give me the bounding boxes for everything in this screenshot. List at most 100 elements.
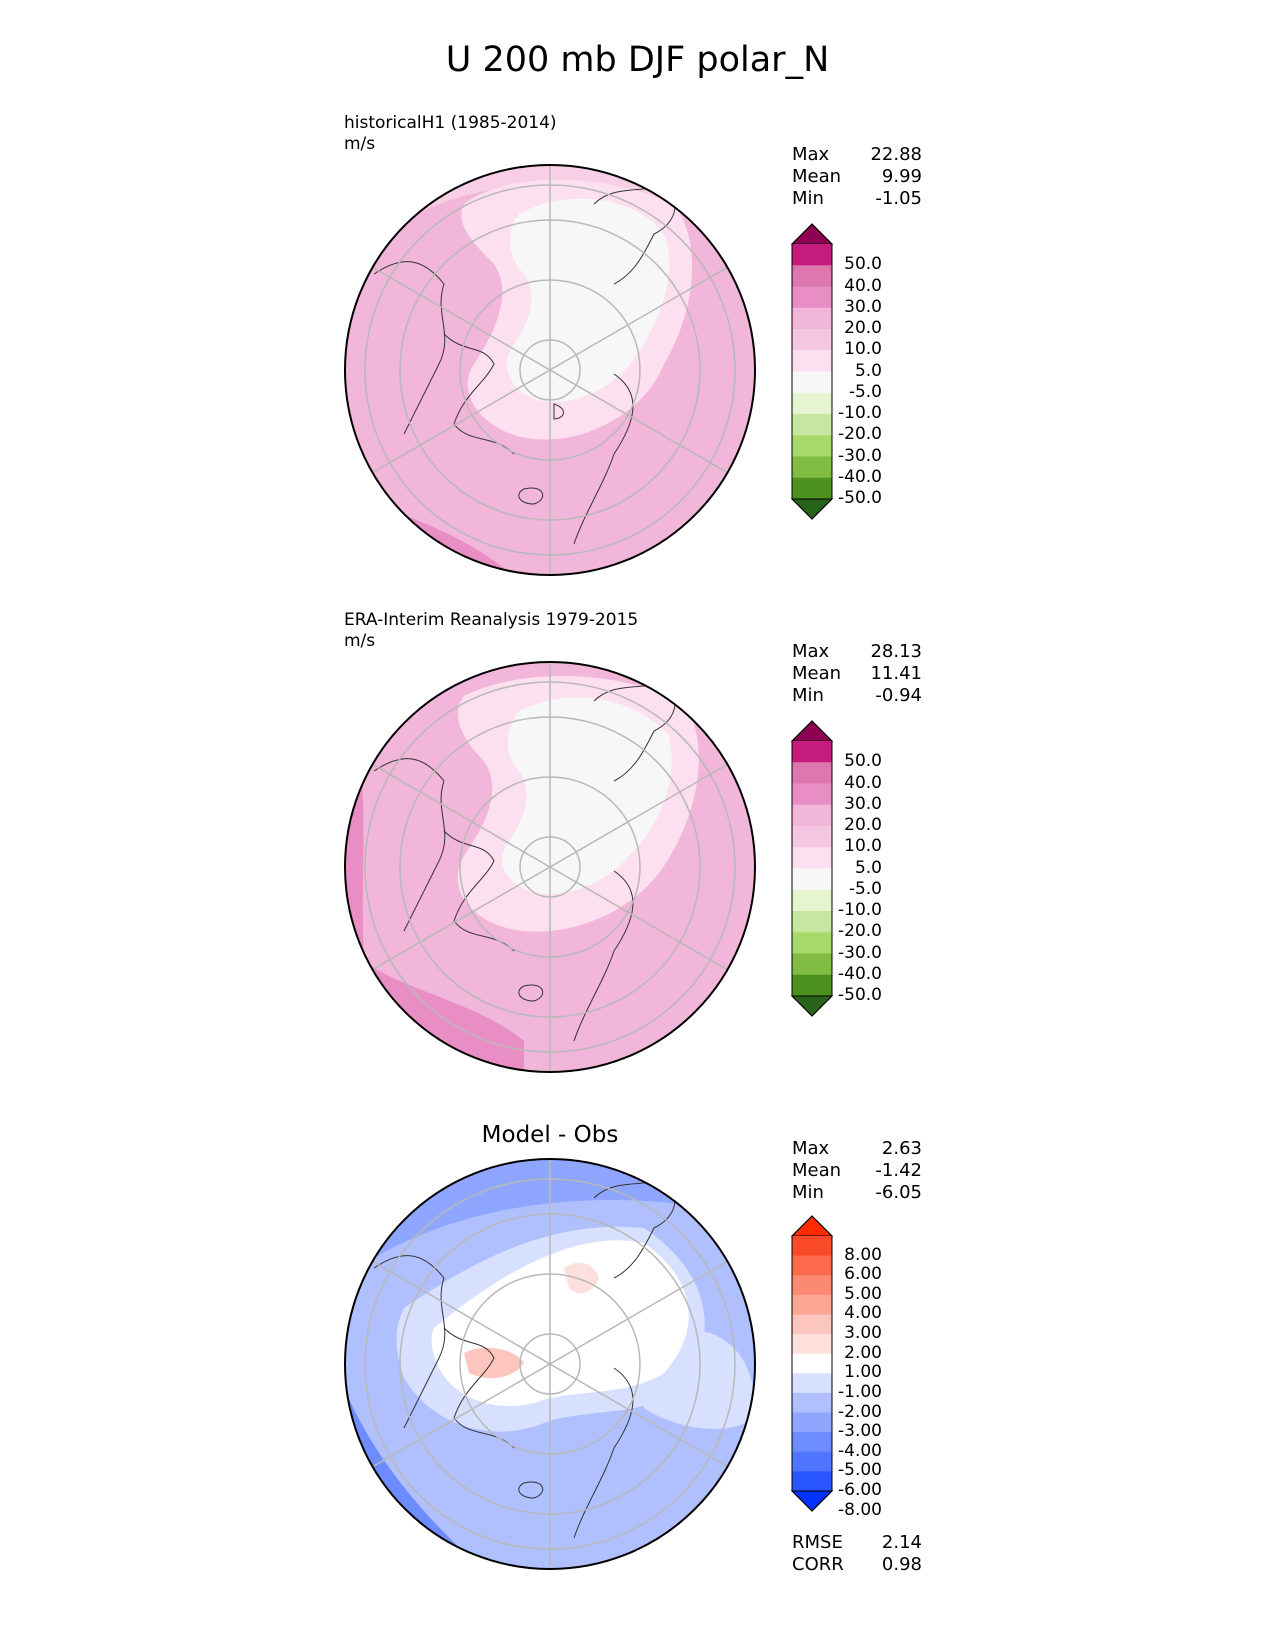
- panel-2-colorbar: [790, 720, 834, 1017]
- stat-name: Min: [792, 685, 824, 706]
- colorbar-swatch: [792, 1255, 832, 1276]
- stat-name: Min: [792, 188, 824, 209]
- coastline: [443, 1327, 515, 1449]
- colorbar-tick-label: -5.0: [848, 381, 882, 402]
- colorbar-swatch: [792, 953, 832, 976]
- colorbar-outline: [791, 223, 833, 520]
- stat-name: Mean: [792, 166, 842, 187]
- coastline: [518, 487, 544, 505]
- colorbar-swatch: [792, 741, 832, 763]
- colorbar-tick-label: -10.0: [838, 403, 882, 423]
- coastline: [593, 183, 676, 285]
- colorbar-swatch: [792, 1294, 832, 1315]
- field-region: [501, 697, 672, 895]
- stat-name: Max: [792, 144, 830, 165]
- colorbar-swatch: [792, 911, 832, 933]
- meridian-line: [371, 1260, 729, 1468]
- stat-value: -6.05: [875, 1182, 922, 1203]
- colorbar-tick-label: 20.0: [844, 318, 882, 338]
- figure-title: U 200 mb DJF polar_N: [445, 40, 830, 80]
- colorbar-swatch: [792, 435, 832, 457]
- panel-1-label: historicalH1 (1985-2014) m/s: [344, 113, 557, 155]
- meridian-line: [371, 763, 729, 971]
- colorbar-tick-label: 1.00: [844, 1362, 882, 1383]
- colorbar-extend-max: [790, 1215, 834, 1237]
- stat-value: 9.99: [881, 166, 922, 187]
- colorbar-tick-label: -4.00: [838, 1440, 882, 1461]
- colorbar-tick-label: -10.0: [838, 900, 882, 920]
- stat-max-row: Max 28.13: [792, 641, 922, 663]
- colorbar-swatch: [792, 974, 832, 997]
- panel-1-colorbar: [790, 223, 834, 520]
- panel-2-label-title: ERA-Interim Reanalysis 1979-2015: [344, 610, 639, 630]
- colorbar-swatch: [792, 392, 832, 415]
- colorbar-swatch: [792, 1412, 832, 1433]
- coastline: [518, 1481, 544, 1499]
- stat-value: 0.98: [881, 1554, 922, 1575]
- field-region: [564, 1262, 599, 1294]
- stat-rmse-row: RMSE 2.14: [792, 1532, 922, 1554]
- colorbar-tick-label: 6.00: [844, 1264, 882, 1285]
- colorbar-swatch: [792, 783, 832, 806]
- colorbar-tick-label: 50.0: [844, 751, 882, 772]
- panel-2-label: ERA-Interim Reanalysis 1979-2015 m/s: [344, 610, 638, 652]
- colorbar-swatch: [792, 371, 832, 394]
- coastline: [373, 1255, 446, 1429]
- coastline: [593, 1177, 676, 1279]
- stat-max-row: Max 22.88: [792, 144, 922, 166]
- colorbar-swatch: [792, 244, 832, 266]
- coastline: [443, 830, 515, 952]
- meridian-line: [371, 266, 729, 474]
- stat-value: 22.88: [870, 144, 922, 165]
- colorbar-tick-label: -5.0: [848, 878, 882, 899]
- panel-2-stats: Max 28.13 Mean 11.41 Min -0.94: [792, 641, 922, 707]
- colorbar-tick-label: -30.0: [838, 445, 882, 466]
- stat-name: Mean: [792, 1160, 842, 1181]
- colorbar-tick-label: 40.0: [844, 772, 882, 793]
- stat-mean-row: Mean 11.41: [792, 663, 922, 685]
- colorbar-swatch: [792, 1334, 832, 1355]
- colorbar-tick-label: -2.00: [838, 1401, 882, 1422]
- colorbar-tick-label: 40.0: [844, 275, 882, 296]
- colorbar-tick-label: -5.00: [838, 1460, 882, 1481]
- map-boundary: [344, 661, 756, 1073]
- colorbar-swatch: [792, 350, 832, 372]
- colorbar-tick-label: -20.0: [838, 921, 882, 942]
- field-region: [506, 198, 670, 403]
- coastline: [518, 984, 544, 1002]
- stat-value: 28.13: [870, 641, 922, 662]
- colorbar-tick-label: -6.00: [838, 1480, 882, 1500]
- panel-1-label-units: m/s: [344, 134, 376, 154]
- coastline: [553, 403, 564, 420]
- stat-value: -0.94: [875, 685, 922, 706]
- colorbar-tick-label: -40.0: [838, 466, 882, 487]
- stat-corr-row: CORR 0.98: [792, 1554, 922, 1576]
- colorbar-tick-label: -40.0: [838, 963, 882, 984]
- stat-value: 2.63: [881, 1138, 922, 1159]
- colorbar-tick-label: 5.0: [854, 857, 882, 878]
- colorbar-tick-label: -8.00: [838, 1499, 882, 1520]
- stat-min-row: Min -6.05: [792, 1182, 922, 1204]
- stat-mean-row: Mean -1.42: [792, 1160, 922, 1182]
- stat-max-row: Max 2.63: [792, 1138, 922, 1160]
- coastline: [373, 261, 446, 435]
- stat-name: CORR: [792, 1554, 844, 1575]
- colorbar-tick-label: -50.0: [838, 985, 882, 1005]
- colorbar-swatch: [792, 762, 832, 784]
- colorbar-tick-label: 30.0: [844, 793, 882, 814]
- panel-1-label-title: historicalH1 (1985-2014): [344, 113, 557, 133]
- coastline: [593, 680, 676, 782]
- colorbar-extend-max: [790, 720, 834, 742]
- colorbar-swatch: [792, 329, 832, 351]
- stat-min-row: Min -0.94: [792, 685, 922, 707]
- panel-3-polar-map: [344, 1158, 756, 1570]
- colorbar-tick-label: -50.0: [838, 488, 882, 508]
- colorbar-swatch: [792, 477, 832, 500]
- map-boundary: [344, 1158, 756, 1570]
- stat-value: -1.05: [875, 188, 922, 209]
- panel-1-stats: Max 22.88 Mean 9.99 Min -1.05: [792, 144, 922, 210]
- coastline: [373, 758, 446, 932]
- stat-min-row: Min -1.05: [792, 188, 922, 210]
- colorbar-swatch: [792, 1471, 832, 1492]
- stat-value: -1.42: [875, 1160, 922, 1181]
